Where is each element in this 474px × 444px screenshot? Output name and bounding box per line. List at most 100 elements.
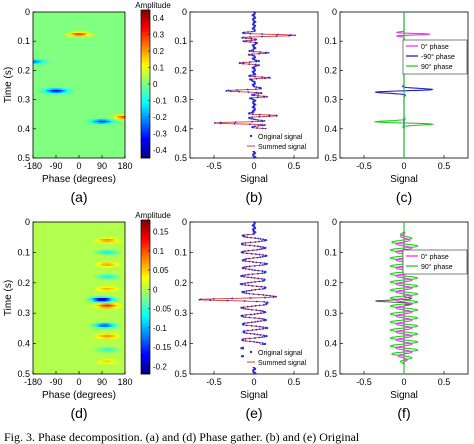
original-signal-point xyxy=(265,319,267,322)
heatmap-cell xyxy=(101,358,104,361)
y-tick-label: 0.4 xyxy=(174,339,187,349)
heatmap-cell xyxy=(99,301,102,304)
original-signal-point xyxy=(258,113,261,116)
heatmap-cell xyxy=(89,119,92,121)
heatmap-cell xyxy=(109,346,112,349)
heatmap-cell xyxy=(55,86,58,89)
original-signal-point xyxy=(242,267,245,270)
heatmap-cell xyxy=(71,34,74,37)
original-signal-point xyxy=(252,293,255,295)
heatmap-cell xyxy=(105,249,108,252)
colorbar-segment xyxy=(141,309,150,313)
original-signal-point xyxy=(247,321,249,324)
heatmap-cell xyxy=(37,62,40,65)
original-signal-point xyxy=(264,263,266,266)
heatmap-cell xyxy=(91,122,94,125)
heatmap-cell xyxy=(101,262,104,265)
x-axis-label: Phase (degrees) xyxy=(42,174,116,185)
y-tick-label: 0.5 xyxy=(17,369,30,379)
heatmap-cell xyxy=(117,119,120,121)
heatmap-cell xyxy=(115,120,118,123)
heatmap-cell xyxy=(109,119,112,121)
x-axis-label: Signal xyxy=(240,174,268,185)
original-signal-point xyxy=(263,262,266,265)
heatmap-cell xyxy=(69,91,72,94)
heatmap-cell xyxy=(103,336,106,339)
heatmap-cell xyxy=(87,119,90,121)
heatmap-cell xyxy=(113,114,116,117)
heatmap-cell xyxy=(37,89,40,92)
heatmap-cell xyxy=(107,286,110,289)
original-signal-point xyxy=(257,94,260,97)
colorbar-segment xyxy=(141,302,150,306)
heatmap-cell xyxy=(117,304,120,307)
original-signal-point xyxy=(250,236,252,239)
original-signal-point xyxy=(240,251,243,254)
heatmap-cell xyxy=(91,34,94,37)
heatmap-cell xyxy=(107,323,110,326)
heatmap-cell xyxy=(115,346,118,349)
heatmap-cell xyxy=(49,89,52,92)
colorbar-segment xyxy=(141,66,150,70)
heatmap-cell xyxy=(55,88,58,91)
heatmap-cell xyxy=(109,306,112,309)
heatmap-cell xyxy=(105,362,108,365)
original-signal-point xyxy=(258,317,261,320)
heatmap-cell xyxy=(99,238,102,241)
heatmap-cell xyxy=(93,298,96,300)
original-signal-point xyxy=(259,123,262,126)
heatmap-cell xyxy=(107,289,110,292)
heatmap-cell xyxy=(107,301,110,304)
heatmap-cell xyxy=(101,254,104,257)
original-signal-point xyxy=(269,294,271,297)
heatmap-cell xyxy=(89,299,92,302)
heatmap-cell xyxy=(115,114,118,117)
heatmap-cell xyxy=(101,117,104,120)
original-signal-point xyxy=(249,313,252,316)
heatmap-cell xyxy=(63,86,66,89)
original-signal-point xyxy=(200,298,202,301)
colorbar-segment xyxy=(141,261,150,265)
colorbar-segment xyxy=(141,76,150,80)
original-signal-point xyxy=(262,287,264,290)
original-signal-point xyxy=(248,260,251,263)
colorbar-segment xyxy=(141,286,150,290)
heatmap-cell xyxy=(117,325,120,328)
original-signal-point xyxy=(258,52,260,55)
original-signal-point xyxy=(246,236,249,239)
colorbar-segment xyxy=(141,86,150,90)
heatmap-cell xyxy=(97,287,100,290)
heatmap-cell xyxy=(45,93,48,96)
heatmap-cell xyxy=(87,325,90,328)
heatmap-cell xyxy=(61,86,64,89)
original-signal-point xyxy=(244,337,247,340)
heatmap-cell xyxy=(85,122,88,125)
heatmap-cell xyxy=(95,323,98,326)
original-signal-point xyxy=(213,122,216,124)
colorbar-segment xyxy=(141,232,150,236)
original-signal-point xyxy=(264,255,267,258)
heatmap-cell xyxy=(107,299,110,302)
colorbar-segment xyxy=(141,153,150,156)
heatmap-cell xyxy=(113,117,116,120)
colorbar-segment xyxy=(141,133,150,137)
heatmap-cell xyxy=(107,260,110,263)
heatmap-cell xyxy=(111,240,114,243)
heatmap-cell xyxy=(71,36,74,39)
heatmap-cell xyxy=(115,298,118,300)
original-signal-point xyxy=(245,290,248,292)
original-signal-point xyxy=(248,112,251,115)
heatmap-cell xyxy=(41,60,44,63)
original-signal-point xyxy=(249,36,252,38)
heatmap-cell xyxy=(111,326,114,329)
colorbar-segment xyxy=(141,320,150,324)
heatmap-cell xyxy=(99,286,102,289)
heatmap-cell xyxy=(109,326,112,329)
heatmap-cell xyxy=(117,252,120,255)
heatmap-cell xyxy=(107,120,110,123)
heatmap-cell xyxy=(105,122,108,125)
heatmap-cell xyxy=(99,298,102,300)
colorbar-segment xyxy=(141,235,150,239)
original-signal-point xyxy=(258,280,261,283)
